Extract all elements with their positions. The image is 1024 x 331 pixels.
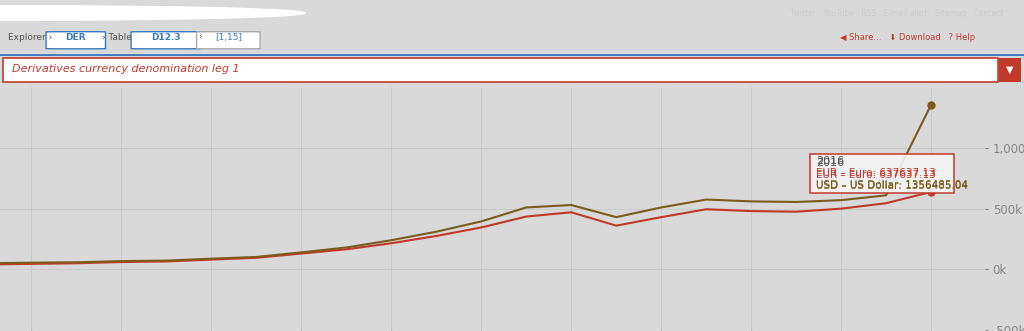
FancyBboxPatch shape [810, 154, 953, 193]
FancyBboxPatch shape [131, 32, 201, 49]
Text: 2016: 2016 [816, 158, 845, 168]
Text: › Table: › Table [102, 33, 132, 42]
Text: Twitter   YouTube   RSS   E-mail alert   Sitemap   Contact: Twitter YouTube RSS E-mail alert Sitemap… [790, 9, 1004, 18]
Text: EUR – Euro: 637637.13: EUR – Euro: 637637.13 [816, 170, 936, 180]
Text: [1,15]: [1,15] [215, 33, 242, 42]
Text: USD – US Dollar: 1356485.04: USD – US Dollar: 1356485.04 [816, 181, 969, 191]
FancyBboxPatch shape [46, 32, 105, 49]
Text: Derivatives currency denomination leg 1: Derivatives currency denomination leg 1 [12, 65, 240, 74]
Text: ▼: ▼ [1007, 65, 1014, 74]
Circle shape [0, 6, 305, 20]
FancyBboxPatch shape [197, 32, 260, 49]
Text: 2016: 2016 [816, 157, 845, 166]
FancyBboxPatch shape [3, 58, 998, 82]
FancyBboxPatch shape [999, 58, 1021, 82]
Text: DER: DER [66, 33, 86, 42]
Text: Explorer ›: Explorer › [8, 33, 52, 42]
Text: EUR – Euro: 637637.13: EUR – Euro: 637637.13 [816, 168, 936, 178]
Text: BIS: BIS [36, 8, 55, 18]
Text: ◀ Share...   ⬇ Download   ? Help: ◀ Share... ⬇ Download ? Help [840, 33, 975, 42]
Text: D12.3: D12.3 [152, 33, 180, 42]
Text: USD – US Dollar: 1356485.04: USD – US Dollar: 1356485.04 [816, 179, 969, 190]
Text: ›: › [198, 33, 202, 42]
